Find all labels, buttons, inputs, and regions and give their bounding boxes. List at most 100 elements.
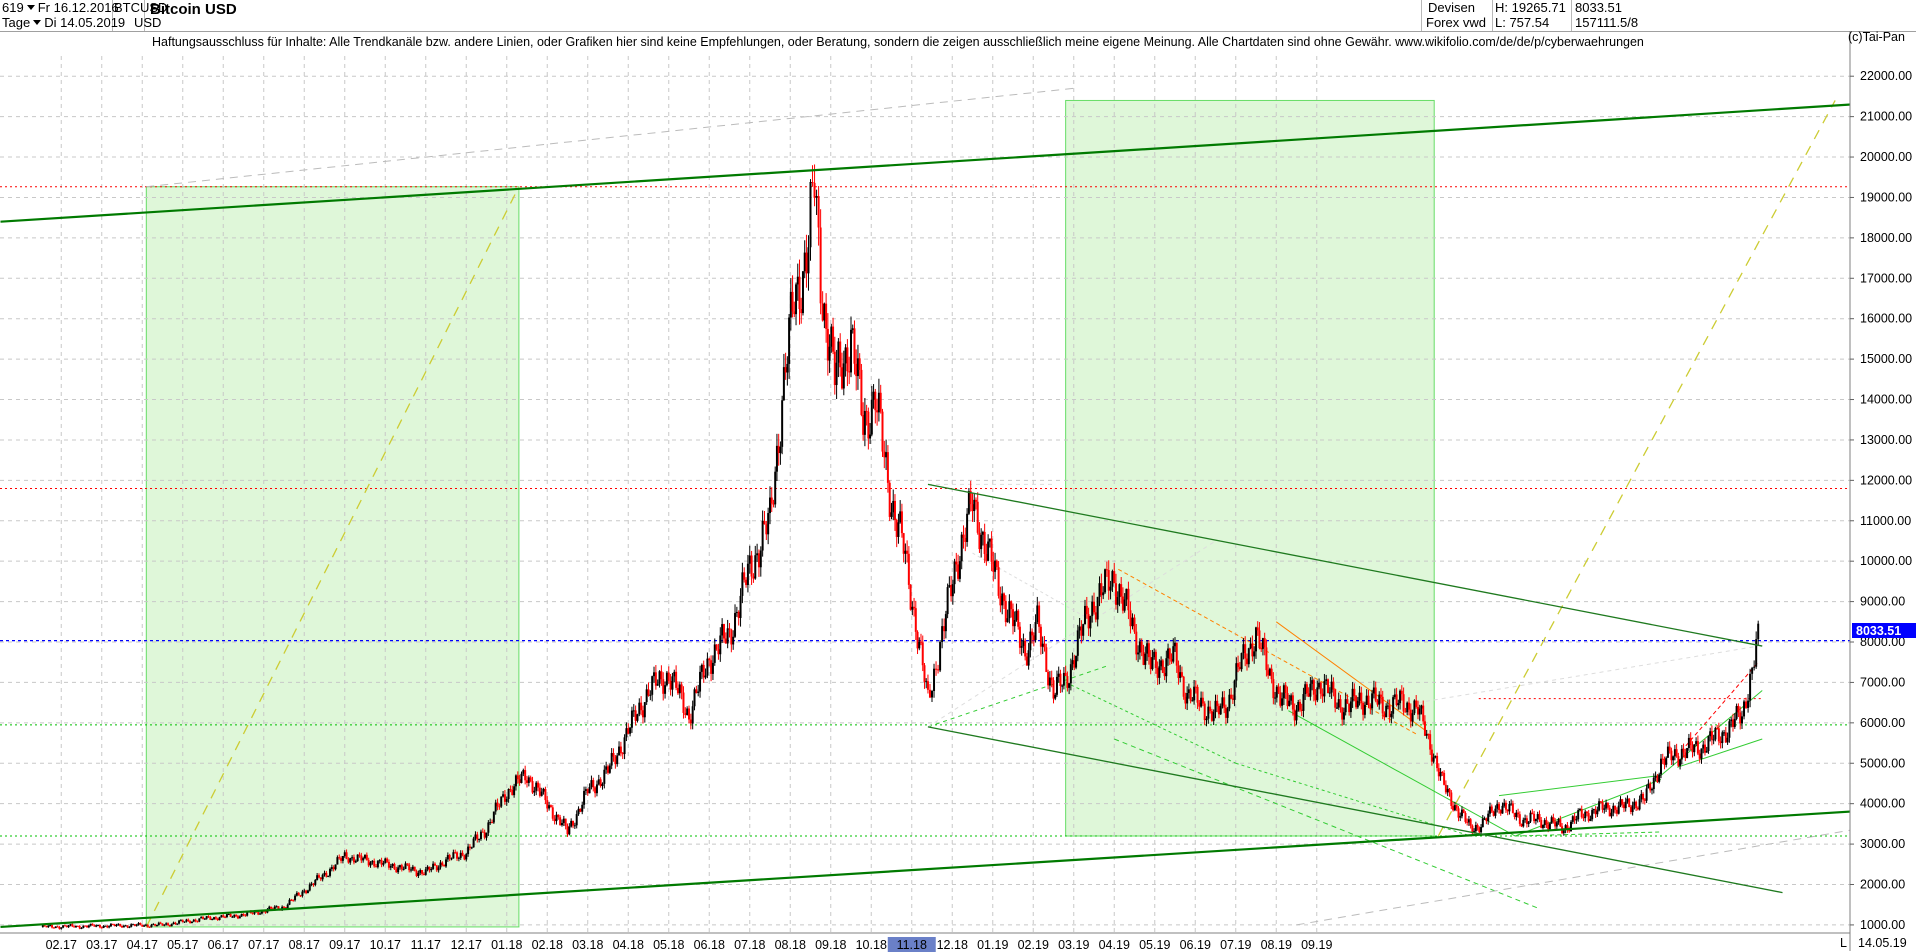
candle-body — [1584, 811, 1587, 819]
grid — [0, 56, 1850, 933]
candle-body — [1612, 805, 1615, 813]
candle-body — [1399, 690, 1402, 704]
candle-body — [364, 854, 366, 859]
candle-body — [1753, 666, 1756, 668]
candle-body — [1369, 704, 1372, 709]
candle-body — [1069, 664, 1072, 684]
candle-body — [1256, 627, 1259, 631]
x-tick-label: 08.18 — [775, 938, 806, 952]
trend-line — [1288, 710, 1516, 837]
candle-body — [1691, 745, 1694, 753]
candle-body — [537, 782, 540, 788]
chevron-down-icon[interactable] — [33, 20, 42, 26]
candle-body — [825, 303, 828, 329]
candle-body — [953, 561, 956, 585]
y-tick-label: 13000.00 — [1860, 433, 1912, 447]
candle-body — [402, 868, 405, 870]
candle-body — [441, 862, 444, 865]
candle-body — [1721, 732, 1724, 744]
candle-body — [1735, 705, 1738, 719]
candle-body — [433, 863, 436, 866]
candle-body — [756, 553, 759, 556]
candle-body — [45, 926, 48, 928]
candle-body — [837, 341, 840, 363]
x-tick-label: 08.19 — [1261, 938, 1292, 952]
candle-body — [1757, 623, 1760, 640]
candle-body — [1249, 643, 1252, 649]
candle-body — [788, 317, 791, 364]
candle-body — [1647, 783, 1650, 789]
candle-body — [1680, 748, 1683, 760]
candle-body — [926, 681, 929, 690]
x-tick-label: 09.17 — [329, 938, 360, 952]
candle-body — [330, 867, 333, 869]
x-tick-label: 04.18 — [613, 938, 644, 952]
x-tick-label: 09.19 — [1301, 938, 1332, 952]
period-label[interactable]: Tage — [2, 15, 31, 30]
candle-body — [1129, 610, 1132, 627]
candle-body — [1579, 808, 1581, 811]
candle-body — [1643, 799, 1646, 801]
candle-body — [761, 520, 764, 551]
candle-body — [1193, 686, 1196, 701]
candle-body — [1498, 804, 1500, 811]
candle-body — [793, 311, 796, 315]
candle-body — [695, 689, 698, 693]
candle-body — [900, 511, 903, 534]
candle-body — [1054, 694, 1057, 699]
highlight-box — [1065, 99, 1435, 837]
candle-body — [196, 921, 199, 923]
candle-body — [1682, 748, 1685, 753]
candle-body — [1378, 694, 1381, 705]
candle-body — [1027, 650, 1030, 666]
candle-body — [796, 276, 799, 285]
candle-body — [1496, 804, 1499, 809]
candle-body — [1158, 666, 1161, 678]
candle-body — [1732, 719, 1734, 727]
candle-body — [688, 708, 690, 720]
candle-body — [360, 855, 363, 861]
candle-body — [1485, 818, 1488, 822]
price-chart[interactable]: 1000.00 2000.00 3000.00 4000.00 5000.00 6000.… — [0, 31, 1916, 952]
candle-body — [1515, 812, 1518, 818]
candle-body — [393, 863, 396, 870]
chevron-down-icon[interactable] — [26, 5, 35, 11]
x-tick-label: 12.17 — [451, 938, 482, 952]
bar-count[interactable]: 619 — [2, 0, 24, 15]
candle-body — [406, 863, 409, 865]
y-tick-label: 11000.00 — [1860, 514, 1911, 528]
candle-body — [918, 641, 921, 649]
period-selector[interactable]: 619 Fr 16.12.2016 Tage Di 14.05.2019 — [0, 0, 125, 31]
candle-body — [1319, 682, 1322, 694]
candle-body — [643, 702, 646, 718]
candle-body — [1591, 810, 1594, 820]
candle-body — [389, 866, 392, 868]
candle-body — [1392, 697, 1395, 714]
candle-body — [345, 852, 348, 859]
candle-body — [155, 924, 158, 926]
x-tick-label: 03.17 — [86, 938, 117, 952]
candle-body — [1385, 705, 1388, 718]
candle-body — [1066, 676, 1069, 688]
candle-body — [373, 860, 376, 867]
candle-body — [87, 925, 90, 928]
candle-body — [1284, 685, 1287, 693]
candle-body — [1325, 679, 1328, 682]
candle-body — [161, 923, 164, 926]
trend-line — [1065, 681, 1236, 764]
candle-body — [1013, 619, 1016, 627]
candle-body — [1642, 793, 1645, 800]
candle-body — [983, 531, 986, 555]
candle-body — [1739, 712, 1742, 724]
candle-body — [1536, 814, 1539, 820]
date-to: Di 14.05.2019 — [44, 15, 126, 30]
trend-line — [1296, 827, 1864, 926]
candle-body — [1383, 713, 1386, 718]
candle-body — [205, 916, 208, 919]
candle-body — [745, 579, 748, 586]
candle-body — [1261, 638, 1264, 649]
candle-body — [877, 392, 880, 413]
candle-body — [259, 913, 262, 915]
candle-body — [1675, 749, 1678, 757]
